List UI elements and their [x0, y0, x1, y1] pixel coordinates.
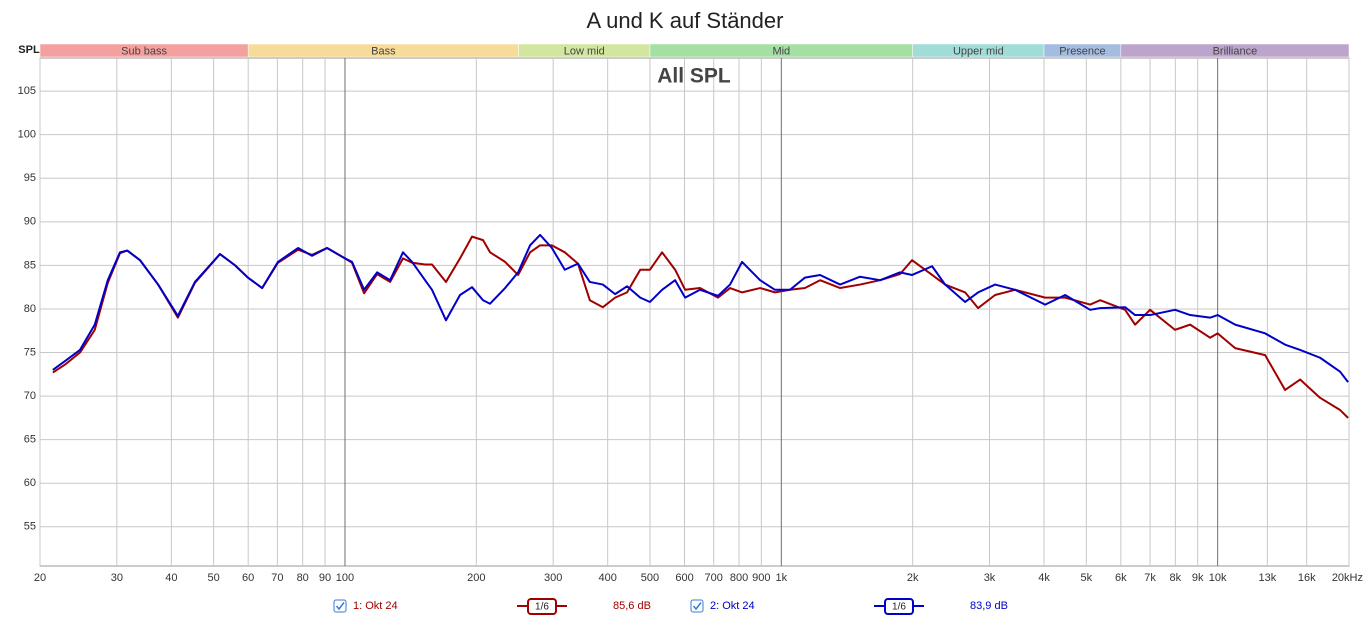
x-tick-label: 16k: [1298, 572, 1316, 584]
legend-level: 83,9 dB: [970, 600, 1008, 612]
legend-smoothing: 1/6: [535, 602, 549, 613]
legend-item: 1: Okt 24 1/6 85,6 dB: [333, 598, 651, 615]
x-tick-label: 300: [544, 572, 562, 584]
y-tick-label: 80: [24, 303, 36, 315]
band-label: Presence: [1059, 45, 1105, 57]
chart-title: A und K auf Ständer: [587, 8, 784, 33]
x-tick-label: 200: [467, 572, 485, 584]
band-label: Mid: [772, 45, 790, 57]
x-tick-label: 6k: [1115, 572, 1127, 584]
y-tick-label: 65: [24, 434, 36, 446]
legend-name: 2: Okt 24: [710, 600, 755, 612]
x-tick-label: 4k: [1038, 572, 1050, 584]
y-axis-label: SPL: [18, 44, 40, 56]
band-label: Brilliance: [1213, 45, 1258, 57]
series-line: [52, 233, 1349, 383]
y-tick-label: 100: [18, 129, 36, 141]
band-label: Upper mid: [953, 45, 1004, 57]
annotation: All SPL: [657, 65, 731, 88]
x-tick-label: 40: [165, 572, 177, 584]
x-tick-label: 80: [297, 572, 309, 584]
band-label: Low mid: [564, 45, 605, 57]
y-tick-label: 55: [24, 521, 36, 533]
y-tick-label: 85: [24, 259, 36, 271]
y-tick-label: 105: [18, 85, 36, 97]
x-tick-label: 30: [111, 572, 123, 584]
x-tick-label: 7k: [1144, 572, 1156, 584]
x-tick-label: 20kHz: [1332, 572, 1363, 584]
x-tick-label: 70: [271, 572, 283, 584]
x-tick-label: 900: [752, 572, 770, 584]
x-tick-label: 20: [34, 572, 46, 584]
y-tick-label: 60: [24, 477, 36, 489]
legend-checkbox[interactable]: [690, 599, 704, 613]
legend-item: 2: Okt 24 1/6 83,9 dB: [690, 598, 1008, 615]
y-tick-label: 90: [24, 216, 36, 228]
y-tick-label: 95: [24, 172, 36, 184]
x-tick-label: 8k: [1170, 572, 1182, 584]
x-tick-label: 400: [599, 572, 617, 584]
x-tick-label: 10k: [1209, 572, 1227, 584]
x-tick-label: 50: [208, 572, 220, 584]
x-tick-label: 100: [336, 572, 354, 584]
x-tick-label: 500: [641, 572, 659, 584]
band-label: Sub bass: [121, 45, 167, 57]
legend-checkbox[interactable]: [333, 599, 347, 613]
x-tick-label: 60: [242, 572, 254, 584]
x-tick-label: 600: [675, 572, 693, 584]
x-tick-label: 3k: [984, 572, 996, 584]
legend-level: 85,6 dB: [613, 600, 651, 612]
legend-smoothing-box[interactable]: [884, 598, 914, 615]
legend-checkmark: [692, 602, 702, 611]
y-tick-label: 75: [24, 346, 36, 358]
band-label: Bass: [371, 45, 396, 57]
x-tick-label: 700: [705, 572, 723, 584]
legend-smoothing: 1/6: [892, 602, 906, 613]
x-tick-label: 5k: [1080, 572, 1092, 584]
band: [1120, 43, 1350, 58]
x-tick-label: 13k: [1258, 572, 1276, 584]
legend-checkmark: [335, 602, 345, 611]
x-tick-label: 90: [319, 572, 331, 584]
x-tick-label: 9k: [1192, 572, 1204, 584]
x-tick-label: 1k: [776, 572, 788, 584]
legend-smoothing-box[interactable]: [527, 598, 557, 615]
y-tick-label: 70: [24, 390, 36, 402]
x-tick-label: 800: [730, 572, 748, 584]
legend-name: 1: Okt 24: [353, 600, 398, 612]
x-tick-label: 2k: [907, 572, 919, 584]
